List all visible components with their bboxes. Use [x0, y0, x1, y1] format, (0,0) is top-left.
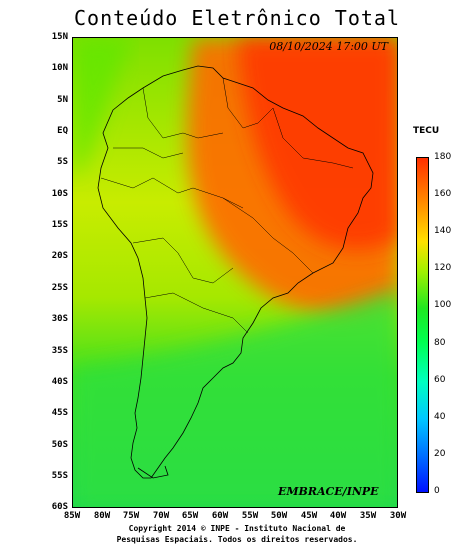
colorbar-tick: 100 — [434, 300, 452, 310]
colorbar-tick: 120 — [434, 263, 452, 273]
tec-map-svg — [73, 38, 397, 507]
colorbar-tick: 60 — [434, 375, 446, 385]
lon-tick: 65W — [181, 511, 199, 521]
lat-tick: 35S — [51, 346, 68, 356]
copyright-line-2: Pesquisas Espaciais. Todos os direitos r… — [116, 535, 358, 544]
colorbar-tick: 140 — [434, 226, 452, 236]
lon-tick: 55W — [241, 511, 259, 521]
lat-tick: 5S — [57, 157, 68, 167]
lat-tick: 50S — [51, 440, 68, 450]
map-credit: EMBRACE/INPE — [278, 485, 379, 498]
colorbar-tick: 0 — [434, 486, 440, 496]
lat-tick: 25S — [51, 283, 68, 293]
colorbar-tick: 80 — [434, 338, 446, 348]
colorbar-tick: 160 — [434, 189, 452, 199]
tec-low-region-north — [73, 38, 133, 178]
coastline — [97, 65, 374, 479]
tec-low-region-south — [73, 288, 397, 507]
copyright-notice: Copyright 2014 © INPE - Instituto Nacion… — [0, 523, 474, 545]
lon-tick: 85W — [63, 511, 81, 521]
tec-map — [72, 37, 398, 508]
lon-tick: 45W — [300, 511, 318, 521]
lat-tick: 45S — [51, 408, 68, 418]
colorbar-tick: 180 — [434, 152, 452, 162]
lat-tick: 10S — [51, 189, 68, 199]
lat-tick: 40S — [51, 377, 68, 387]
copyright-line-1: Copyright 2014 © INPE - Instituto Nacion… — [128, 524, 346, 533]
lat-tick: 30S — [51, 314, 68, 324]
tec-peak-region — [238, 38, 397, 250]
colorbar — [416, 157, 429, 493]
lat-tick: 10N — [51, 63, 68, 73]
colorbar-tick: 20 — [434, 449, 446, 459]
lat-tick: 55S — [51, 471, 68, 481]
lat-tick: 60S — [51, 502, 68, 512]
map-datetime: 08/10/2024 17:00 UT — [269, 40, 388, 53]
colorbar-tick: 40 — [434, 412, 446, 422]
lon-tick: 30W — [389, 511, 407, 521]
map-title: Conteúdo Eletrônico Total — [73, 6, 401, 30]
lon-tick: 80W — [93, 511, 111, 521]
country-borders — [100, 77, 354, 334]
lat-tick: 20S — [51, 251, 68, 261]
lon-tick: 60W — [211, 511, 229, 521]
lon-tick: 35W — [359, 511, 377, 521]
lon-tick: 40W — [329, 511, 347, 521]
lon-tick: 50W — [270, 511, 288, 521]
colorbar-unit-label: TECU — [413, 126, 440, 136]
lat-tick: EQ — [57, 126, 68, 136]
lat-tick: 15N — [51, 32, 68, 42]
lat-tick: 15S — [51, 220, 68, 230]
lat-tick: 5N — [57, 95, 68, 105]
lon-tick: 75W — [122, 511, 140, 521]
lon-tick: 70W — [152, 511, 170, 521]
